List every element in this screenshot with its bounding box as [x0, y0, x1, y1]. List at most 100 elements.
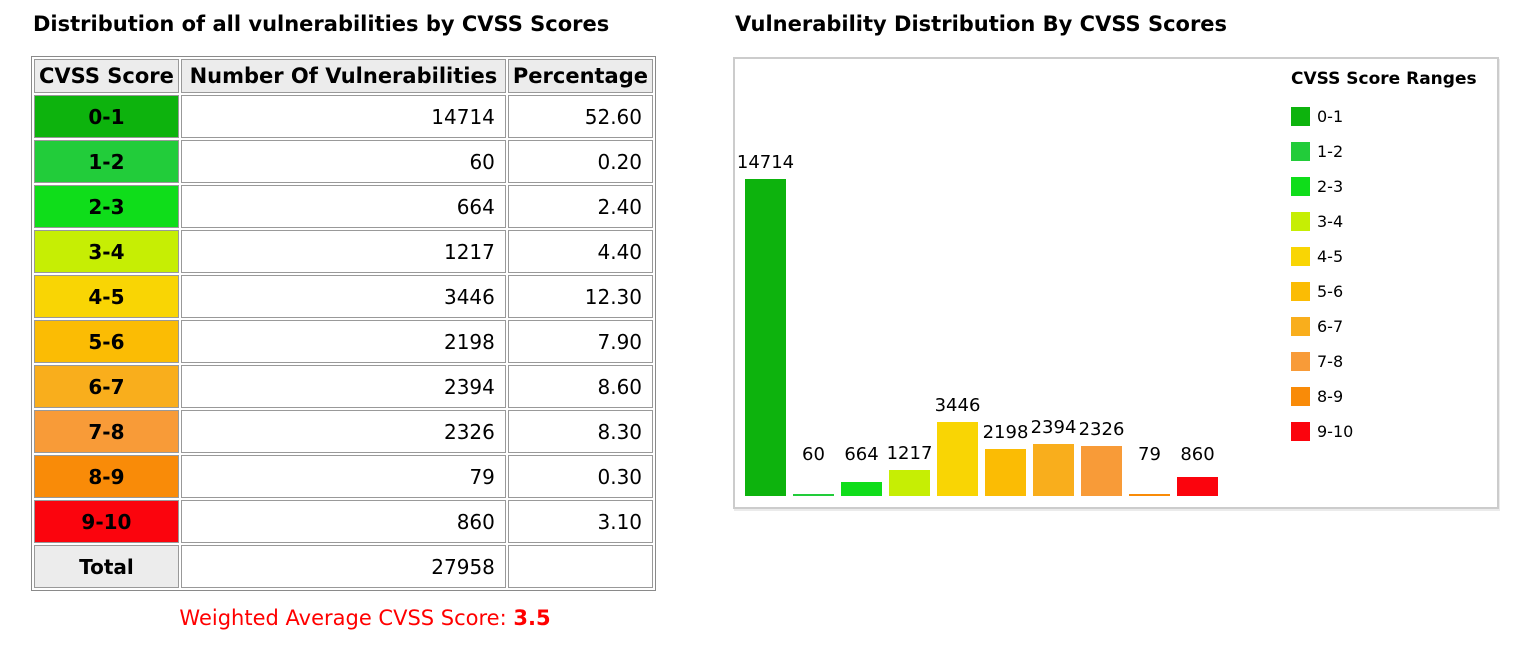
range-cell: 6-7: [34, 365, 179, 408]
count-cell: 2326: [180, 410, 506, 453]
total-row: Total 27958: [34, 545, 654, 588]
range-cell: 3-4: [34, 230, 179, 273]
range-cell: 7-8: [34, 410, 179, 453]
percentage-cell: 7.90: [507, 320, 654, 363]
range-cell: 2-3: [34, 185, 179, 228]
bar-7-8: [1081, 446, 1122, 496]
legend-item: 7-8: [1291, 344, 1491, 379]
bar-0-1: [745, 179, 786, 496]
bar-value-label: 664: [844, 444, 879, 465]
legend-item-label: 7-8: [1317, 352, 1344, 371]
range-cell: 9-10: [34, 500, 179, 543]
legend-item: 2-3: [1291, 169, 1491, 204]
table-row: 9-10 860 3.10: [34, 500, 654, 543]
bar-chart: 14714 60 664 1217 3446 2198 2394 2326 79 860 CVSS…: [733, 57, 1499, 509]
count-cell: 60: [180, 140, 506, 183]
bar-5-6: [985, 449, 1026, 496]
legend-item: 8-9: [1291, 379, 1491, 414]
bar-value-label: 2198: [982, 422, 1029, 443]
table-row: 4-5 3446 12.30: [34, 275, 654, 318]
legend-item-label: 1-2: [1317, 142, 1344, 161]
legend-swatch-icon: [1291, 387, 1310, 406]
bar-value-label: 60: [802, 444, 825, 465]
bar-value-label: 79: [1138, 444, 1161, 465]
legend-item: 1-2: [1291, 134, 1491, 169]
range-cell: 5-6: [34, 320, 179, 363]
table-row: 6-7 2394 8.60: [34, 365, 654, 408]
table-header-row: CVSS Score Number Of Vulnerabilities Per…: [34, 59, 654, 93]
table-title: Distribution of all vulnerabilities by C…: [33, 12, 610, 36]
table-row: 7-8 2326 8.30: [34, 410, 654, 453]
percentage-cell: 0.20: [507, 140, 654, 183]
legend-swatch-icon: [1291, 142, 1310, 161]
bar-1-2: [793, 494, 834, 496]
chart-legend: CVSS Score Ranges 0-1 1-2 2-3 3-4 4-5 5-6 6-7 7…: [1291, 69, 1491, 449]
count-cell: 664: [180, 185, 506, 228]
column-header-percentage: Percentage: [507, 59, 654, 93]
legend-swatch-icon: [1291, 352, 1310, 371]
bar-8-9: [1129, 494, 1170, 496]
percentage-cell: 8.60: [507, 365, 654, 408]
total-count-cell: 27958: [180, 545, 506, 588]
count-cell: 1217: [180, 230, 506, 273]
range-cell: 0-1: [34, 95, 179, 138]
legend-item: 0-1: [1291, 99, 1491, 134]
percentage-cell: 0.30: [507, 455, 654, 498]
chart-plot-area: 14714 60 664 1217 3446 2198 2394 2326 79 860: [735, 59, 1497, 507]
table-row: 5-6 2198 7.90: [34, 320, 654, 363]
table-row: 3-4 1217 4.40: [34, 230, 654, 273]
legend-item: 6-7: [1291, 309, 1491, 344]
legend-item-label: 6-7: [1317, 317, 1344, 336]
legend-swatch-icon: [1291, 107, 1310, 126]
count-cell: 860: [180, 500, 506, 543]
bar-value-label: 3446: [934, 395, 981, 416]
legend-item-label: 5-6: [1317, 282, 1344, 301]
column-header-cvss-score: CVSS Score: [34, 59, 179, 93]
percentage-cell: 2.40: [507, 185, 654, 228]
legend-items: 0-1 1-2 2-3 3-4 4-5 5-6 6-7 7-8 8-9 9-10: [1291, 99, 1491, 449]
count-cell: 79: [180, 455, 506, 498]
bar-value-label: 860: [1180, 444, 1215, 465]
range-cell: 1-2: [34, 140, 179, 183]
legend-title: CVSS Score Ranges: [1291, 69, 1477, 89]
cvss-score-table: CVSS Score Number Of Vulnerabilities Per…: [31, 56, 657, 591]
percentage-cell: 52.60: [507, 95, 654, 138]
range-cell: 8-9: [34, 455, 179, 498]
bar-2-3: [841, 482, 882, 496]
percentage-cell: 12.30: [507, 275, 654, 318]
count-cell: 14714: [180, 95, 506, 138]
chart-title: Vulnerability Distribution By CVSS Score…: [735, 12, 1228, 36]
legend-swatch-icon: [1291, 317, 1310, 336]
total-percentage-cell: [507, 545, 654, 588]
legend-item: 3-4: [1291, 204, 1491, 239]
bar-6-7: [1033, 444, 1074, 496]
bar-value-label: 2326: [1078, 419, 1125, 440]
legend-item: 9-10: [1291, 414, 1491, 449]
legend-item: 4-5: [1291, 239, 1491, 274]
count-cell: 2394: [180, 365, 506, 408]
percentage-cell: 3.10: [507, 500, 654, 543]
weighted-average-label: Weighted Average CVSS Score:: [179, 606, 514, 630]
legend-item: 5-6: [1291, 274, 1491, 309]
legend-item-label: 8-9: [1317, 387, 1344, 406]
legend-swatch-icon: [1291, 212, 1310, 231]
count-cell: 3446: [180, 275, 506, 318]
table-row: 1-2 60 0.20: [34, 140, 654, 183]
bar-value-label: 2394: [1030, 417, 1077, 438]
bar-3-4: [889, 470, 930, 496]
column-header-number-of-vulnerabilities: Number Of Vulnerabilities: [180, 59, 506, 93]
legend-item-label: 9-10: [1317, 422, 1354, 441]
legend-swatch-icon: [1291, 422, 1310, 441]
legend-swatch-icon: [1291, 282, 1310, 301]
percentage-cell: 8.30: [507, 410, 654, 453]
table-row: 2-3 664 2.40: [34, 185, 654, 228]
range-cell: 4-5: [34, 275, 179, 318]
table-row: 8-9 79 0.30: [34, 455, 654, 498]
bar-value-label: 14714: [736, 152, 795, 173]
table-row: 0-1 14714 52.60: [34, 95, 654, 138]
count-cell: 2198: [180, 320, 506, 363]
weighted-average-line: Weighted Average CVSS Score: 3.5: [31, 606, 699, 630]
bar-value-label: 1217: [886, 443, 933, 464]
total-label-cell: Total: [34, 545, 179, 588]
